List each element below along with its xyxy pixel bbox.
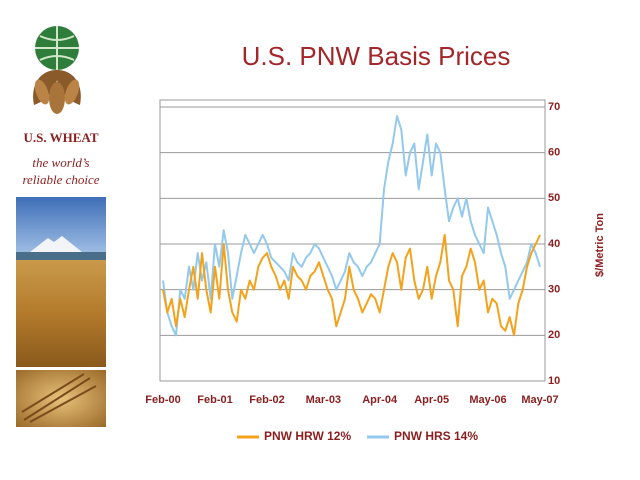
brand-tagline: the world’s reliable choice xyxy=(22,155,100,187)
y-tick-label: 20 xyxy=(548,329,560,341)
sidebar: U.S. WHEAT the world’s reliable choice xyxy=(0,0,122,480)
x-tick-label: Mar-03 xyxy=(306,394,341,406)
x-tick-label: May-07 xyxy=(521,394,558,406)
y-tick-label: 60 xyxy=(548,147,560,159)
wheat-stalks xyxy=(21,373,97,423)
y-tick-label: 30 xyxy=(548,284,560,296)
wheat-bundle-photo xyxy=(16,370,106,427)
horizon xyxy=(16,252,106,260)
x-tick-label: Feb-01 xyxy=(197,394,232,406)
chart-title: U.S. PNW Basis Prices xyxy=(242,41,511,71)
y-tick-label: 10 xyxy=(548,375,560,387)
plot-frame xyxy=(159,99,546,382)
x-tick-label: Apr-05 xyxy=(414,394,449,406)
y-tick-label: 70 xyxy=(548,101,560,113)
legend-label: PNW HRW 12% xyxy=(264,429,351,443)
x-tick-label: Feb-02 xyxy=(249,394,284,406)
series-line xyxy=(162,233,541,337)
sidebar-art xyxy=(16,26,106,427)
y-tick-label: 40 xyxy=(548,238,560,250)
x-tick-label: Feb-00 xyxy=(145,394,180,406)
logo xyxy=(33,26,81,114)
x-tick-label: May-06 xyxy=(469,394,506,406)
wheat-field-photo xyxy=(16,260,106,367)
y-axis-label: $/Metric Ton xyxy=(594,213,606,277)
brand-name: U.S. WHEAT xyxy=(23,130,99,145)
series-line xyxy=(162,115,541,337)
x-tick-label: Apr-04 xyxy=(362,394,398,406)
y-tick-label: 50 xyxy=(548,192,560,204)
legend-label: PNW HRS 14% xyxy=(394,429,478,443)
mountain xyxy=(30,236,82,252)
